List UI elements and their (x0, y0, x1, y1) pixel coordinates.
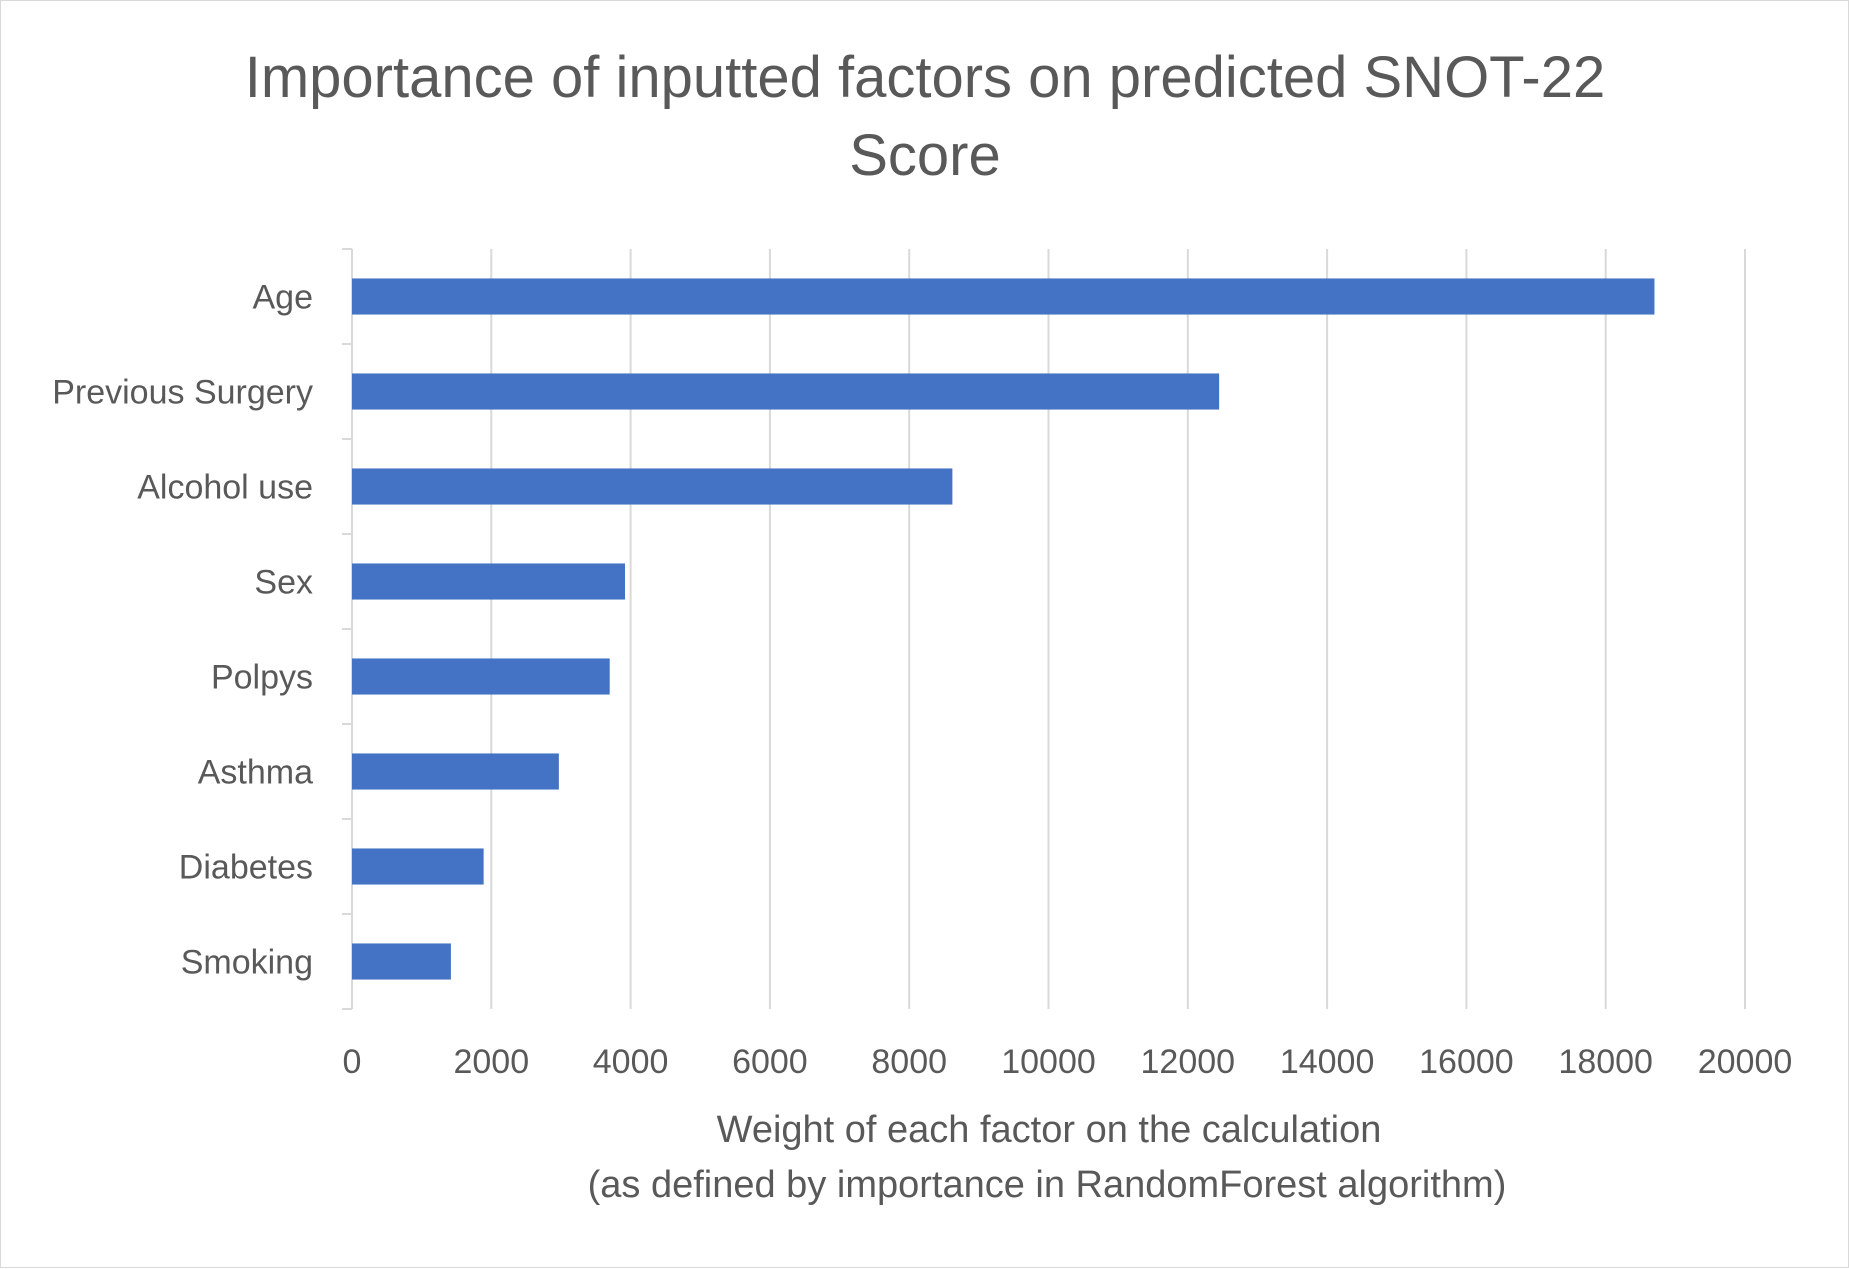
bar-age (352, 278, 1655, 315)
x-tick-label: 6000 (732, 1043, 808, 1081)
category-label: Sex (254, 564, 313, 602)
x-tick-label: 14000 (1280, 1043, 1375, 1081)
x-tick-label: 0 (343, 1043, 362, 1081)
category-labels: Age Previous Surgery Alcohol use Sex Polpys A… (52, 279, 313, 982)
category-label: Diabetes (179, 849, 313, 887)
bar-alcohol-use (352, 468, 953, 505)
x-tick-label: 16000 (1419, 1043, 1514, 1081)
x-tick-label: 4000 (593, 1043, 669, 1081)
x-tick-label: 12000 (1141, 1043, 1236, 1081)
bar-smoking (352, 943, 451, 980)
category-label: Smoking (181, 944, 313, 982)
category-label: Polpys (211, 659, 313, 697)
category-label: Age (253, 279, 314, 317)
x-tick-label: 10000 (1001, 1043, 1096, 1081)
x-tick-label: 20000 (1698, 1043, 1793, 1081)
bar-diabetes (352, 848, 484, 885)
x-tick-labels: 0 2000 4000 6000 8000 10000 12000 14000 16000 180… (343, 1043, 1793, 1081)
chart-title-line-1: Importance of inputted factors on predic… (245, 45, 1606, 110)
bar-asthma (352, 753, 559, 790)
bar-sex (352, 563, 626, 600)
category-label: Previous Surgery (52, 374, 313, 412)
category-label: Asthma (198, 754, 313, 792)
bars (352, 278, 1655, 980)
bar-polpys (352, 658, 610, 695)
chart-title-line-2: Score (849, 123, 1001, 188)
x-axis-title-line-1: Weight of each factor on the calculation (717, 1109, 1382, 1151)
x-axis-title-line-2: (as defined by importance in RandomFores… (588, 1164, 1507, 1206)
x-tick-label: 18000 (1558, 1043, 1653, 1081)
category-label: Alcohol use (137, 469, 313, 507)
x-tick-label: 8000 (871, 1043, 947, 1081)
x-tick-label: 2000 (453, 1043, 529, 1081)
bar-previous-surgery (352, 373, 1220, 410)
gridlines (490, 249, 1746, 1009)
category-axis (342, 248, 353, 1010)
